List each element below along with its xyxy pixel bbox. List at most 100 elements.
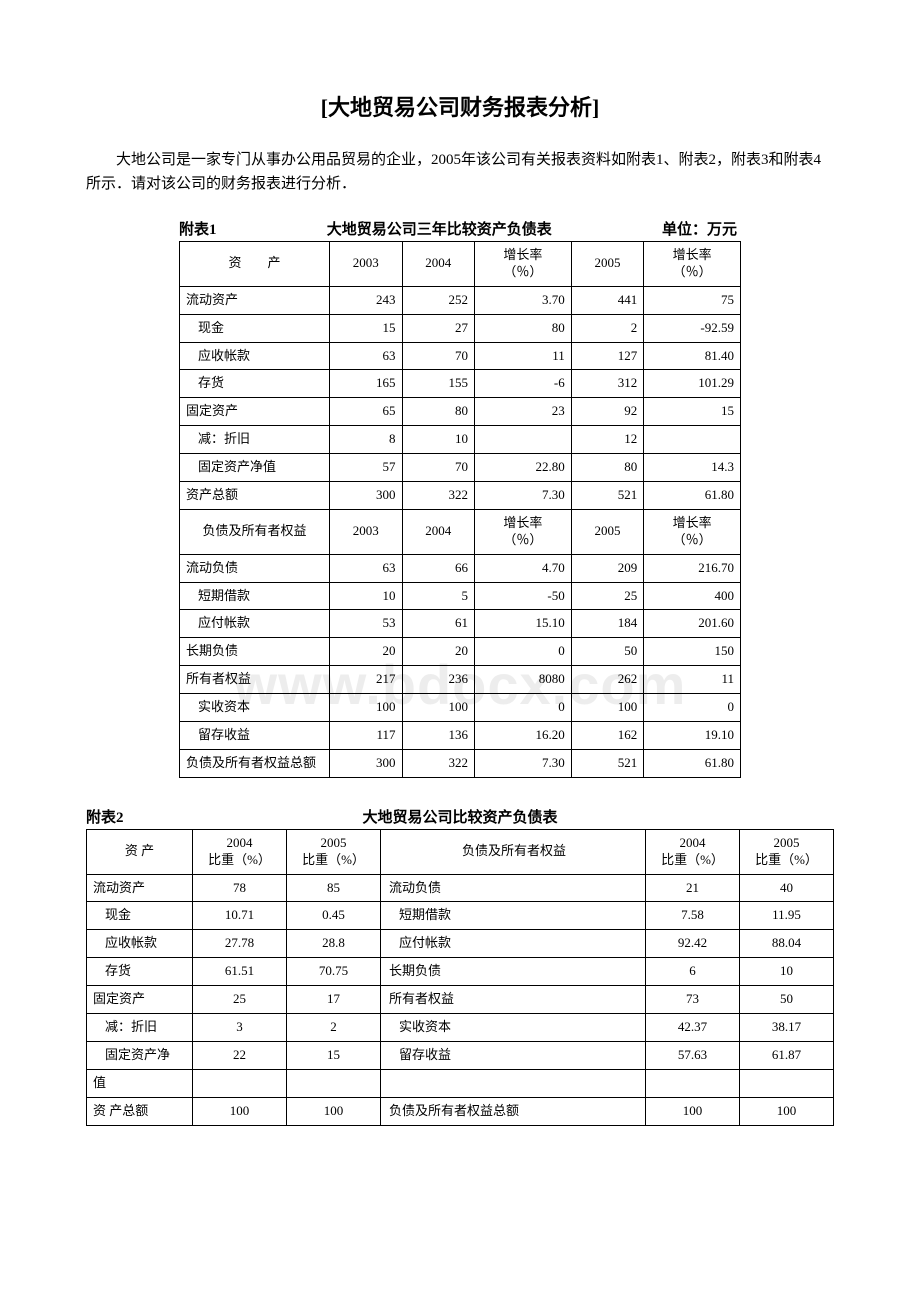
row-label: 资产总额 — [180, 482, 330, 510]
cell: 80 — [475, 314, 572, 342]
cell: 322 — [402, 482, 475, 510]
cell: 521 — [571, 749, 644, 777]
row-label: 应收帐款 — [180, 342, 330, 370]
cell: 10 — [740, 958, 834, 986]
table1-label: 附表1 — [179, 218, 217, 239]
row-label: 长期负债 — [381, 958, 646, 986]
table2-col-header: 2005 比重（%） — [740, 829, 834, 874]
cell: 27 — [402, 314, 475, 342]
cell: 136 — [402, 722, 475, 750]
cell: 23 — [475, 398, 572, 426]
row-label: 应付帐款 — [180, 610, 330, 638]
row-label: 流动负债 — [381, 874, 646, 902]
cell: 117 — [330, 722, 403, 750]
row-label: 存货 — [180, 370, 330, 398]
cell: 150 — [644, 638, 741, 666]
cell: 21 — [646, 874, 740, 902]
col-2004: 2004 — [402, 509, 475, 554]
row-label: 实收资本 — [381, 1014, 646, 1042]
cell: 80 — [571, 454, 644, 482]
row-label: 减：折旧 — [180, 426, 330, 454]
cell — [644, 426, 741, 454]
row-label: 现金 — [180, 314, 330, 342]
cell: 57 — [330, 454, 403, 482]
row-label: 负债及所有者权益总额 — [180, 749, 330, 777]
cell: 19.10 — [644, 722, 741, 750]
col-2003: 2003 — [330, 242, 403, 287]
cell: 312 — [571, 370, 644, 398]
row-label: 流动资产 — [180, 286, 330, 314]
cell: 11.95 — [740, 902, 834, 930]
col-growth: 增长率 （％） — [475, 242, 572, 287]
cell: 10.71 — [193, 902, 287, 930]
row-label: 固定资产净 — [87, 1041, 193, 1069]
table1: 资 产20032004增长率 （％）2005增长率 （％）流动资产2432523… — [179, 241, 741, 778]
row-label: 所有者权益 — [381, 986, 646, 1014]
cell: 7.30 — [475, 749, 572, 777]
cell — [646, 1069, 740, 1097]
table2-col-header: 负债及所有者权益 — [381, 829, 646, 874]
cell: 16.20 — [475, 722, 572, 750]
cell: 209 — [571, 554, 644, 582]
cell: 25 — [193, 986, 287, 1014]
cell — [475, 426, 572, 454]
cell: 0 — [475, 638, 572, 666]
cell: 0 — [644, 694, 741, 722]
cell: 50 — [571, 638, 644, 666]
col-2005: 2005 — [571, 242, 644, 287]
cell: 155 — [402, 370, 475, 398]
row-label: 负债及所有者权益总额 — [381, 1097, 646, 1125]
cell: 20 — [330, 638, 403, 666]
cell: 2 — [287, 1014, 381, 1042]
cell: 7.30 — [475, 482, 572, 510]
row-label: 长期负债 — [180, 638, 330, 666]
col-2004: 2004 — [402, 242, 475, 287]
row-label: 流动负债 — [180, 554, 330, 582]
table2-title: 大地贸易公司比较资产负债表 — [176, 806, 744, 827]
cell: 201.60 — [644, 610, 741, 638]
cell: 216.70 — [644, 554, 741, 582]
row-label: 流动资产 — [87, 874, 193, 902]
cell: 14.3 — [644, 454, 741, 482]
cell: 57.63 — [646, 1041, 740, 1069]
cell: 22 — [193, 1041, 287, 1069]
row-label: 实收资本 — [180, 694, 330, 722]
table2-col-header: 2004 比重（%） — [193, 829, 287, 874]
table2-header-line: 附表2 大地贸易公司比较资产负债表 — [86, 806, 834, 829]
cell: 20 — [402, 638, 475, 666]
cell — [740, 1069, 834, 1097]
cell: 5 — [402, 582, 475, 610]
cell: 243 — [330, 286, 403, 314]
cell: 300 — [330, 482, 403, 510]
row-label: 应付帐款 — [381, 930, 646, 958]
cell: 78 — [193, 874, 287, 902]
cell: 4.70 — [475, 554, 572, 582]
col-2003: 2003 — [330, 509, 403, 554]
cell: 10 — [330, 582, 403, 610]
cell: 27.78 — [193, 930, 287, 958]
cell: 25 — [571, 582, 644, 610]
cell: 101.29 — [644, 370, 741, 398]
row-label: 应收帐款 — [87, 930, 193, 958]
cell: 66 — [402, 554, 475, 582]
cell: 61.51 — [193, 958, 287, 986]
cell: 92.42 — [646, 930, 740, 958]
cell: 65 — [330, 398, 403, 426]
cell: 61 — [402, 610, 475, 638]
cell: 63 — [330, 342, 403, 370]
row-label: 短期借款 — [180, 582, 330, 610]
cell: -50 — [475, 582, 572, 610]
table2-col-header: 2004 比重（%） — [646, 829, 740, 874]
cell: -92.59 — [644, 314, 741, 342]
cell: 85 — [287, 874, 381, 902]
cell: 100 — [740, 1097, 834, 1125]
col-2005: 2005 — [571, 509, 644, 554]
cell: -6 — [475, 370, 572, 398]
cell: 73 — [646, 986, 740, 1014]
cell: 8080 — [475, 666, 572, 694]
row-label: 现金 — [87, 902, 193, 930]
cell: 100 — [330, 694, 403, 722]
cell: 0 — [475, 694, 572, 722]
cell: 28.8 — [287, 930, 381, 958]
col-growth: 增长率 （％） — [644, 242, 741, 287]
